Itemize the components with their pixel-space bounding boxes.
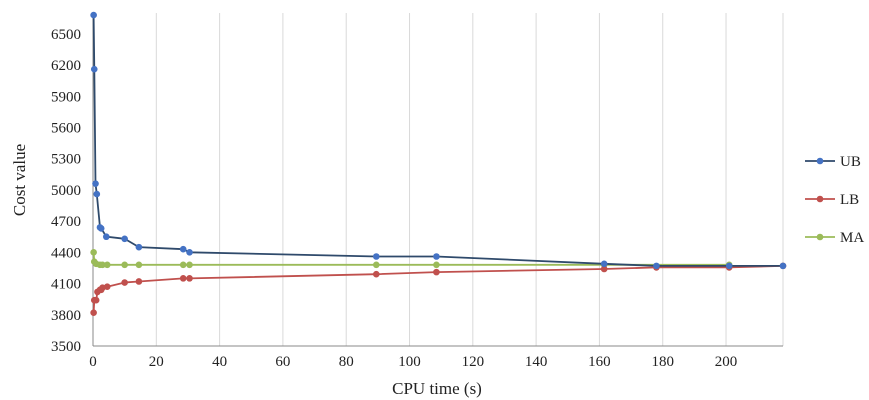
data-point-ma	[179, 261, 187, 269]
data-point-lb	[186, 275, 193, 282]
y-axis-title: Cost value	[10, 144, 29, 216]
data-point-lb	[103, 283, 111, 290]
grid-lines	[155, 13, 784, 346]
data-point-ma	[135, 261, 143, 269]
y-tick-label: 5600	[51, 120, 81, 136]
x-tick-label: 180	[651, 354, 674, 370]
series-layer	[90, 11, 787, 317]
y-tick-label: 4100	[51, 277, 81, 293]
legend-label: MA	[840, 230, 864, 246]
legend-item-lb: LB	[805, 192, 859, 208]
y-tick-label: 5300	[51, 152, 81, 168]
data-point-lb	[135, 278, 143, 285]
data-point-ma	[186, 261, 193, 269]
tick-labels: 0 20 40 60 80 100 120 140 160 180 200 3500 3800 4100 4…	[51, 27, 737, 370]
data-point-ma	[372, 261, 380, 269]
legend-item-ub: UB	[805, 154, 861, 170]
legend-label: UB	[840, 154, 861, 170]
x-tick-label: 160	[588, 354, 611, 370]
data-point-ub	[121, 235, 128, 243]
data-point-ub	[90, 11, 97, 19]
x-tick-label: 100	[398, 354, 421, 370]
x-tick-label: 120	[462, 354, 485, 370]
data-point-lb	[90, 309, 97, 317]
x-tick-label: 80	[339, 354, 354, 370]
data-point-ub	[135, 243, 143, 251]
data-point-ub	[433, 253, 440, 260]
y-tick-label: 4400	[51, 245, 81, 261]
x-axis-title: CPU time (s)	[392, 379, 482, 398]
data-point-ub	[179, 245, 187, 253]
data-point-ub	[725, 262, 733, 270]
data-point-lb	[433, 268, 440, 276]
y-tick-label: 5900	[51, 89, 81, 105]
legend: UB LB MA	[805, 154, 864, 246]
data-point-ma	[121, 261, 128, 269]
data-point-ma	[90, 249, 97, 256]
data-point-ma	[99, 261, 106, 269]
data-point-ub	[90, 65, 98, 73]
data-point-lb	[179, 275, 187, 282]
legend-marker	[816, 195, 824, 203]
series-ub	[90, 11, 787, 270]
data-point-lb	[121, 279, 128, 286]
data-point-lb	[372, 270, 380, 278]
legend-item-ma: MA	[805, 230, 864, 246]
data-point-ub	[102, 233, 110, 241]
y-tick-label: 3500	[51, 339, 81, 355]
axes	[92, 13, 783, 347]
data-point-ub	[779, 262, 787, 270]
data-point-ma	[433, 261, 440, 269]
x-tick-label: 60	[275, 354, 290, 370]
series-ma	[90, 249, 733, 269]
y-tick-label: 5000	[51, 183, 81, 199]
y-tick-label: 3800	[51, 308, 81, 324]
x-tick-label: 20	[149, 354, 164, 370]
x-tick-label: 0	[89, 354, 97, 370]
x-tick-label: 200	[715, 354, 738, 370]
data-point-ub	[93, 190, 101, 198]
data-point-ma	[103, 261, 111, 269]
data-point-ub	[653, 262, 660, 270]
y-tick-label: 4700	[51, 214, 81, 230]
x-tick-label: 140	[525, 354, 548, 370]
data-point-ub	[372, 253, 380, 260]
y-tick-label: 6200	[51, 58, 81, 74]
data-point-ub	[186, 249, 193, 256]
legend-marker	[816, 157, 824, 165]
series-line-ub	[92, 15, 783, 267]
series-lb	[90, 262, 787, 317]
data-point-ub	[97, 225, 105, 232]
y-tick-label: 6500	[51, 27, 81, 43]
data-point-lb	[600, 265, 608, 273]
data-point-ub	[600, 260, 608, 268]
data-point-lb	[92, 296, 100, 304]
legend-marker	[816, 233, 824, 241]
legend-label: LB	[840, 192, 859, 208]
x-tick-label: 40	[212, 354, 227, 370]
data-point-ub	[92, 180, 99, 187]
